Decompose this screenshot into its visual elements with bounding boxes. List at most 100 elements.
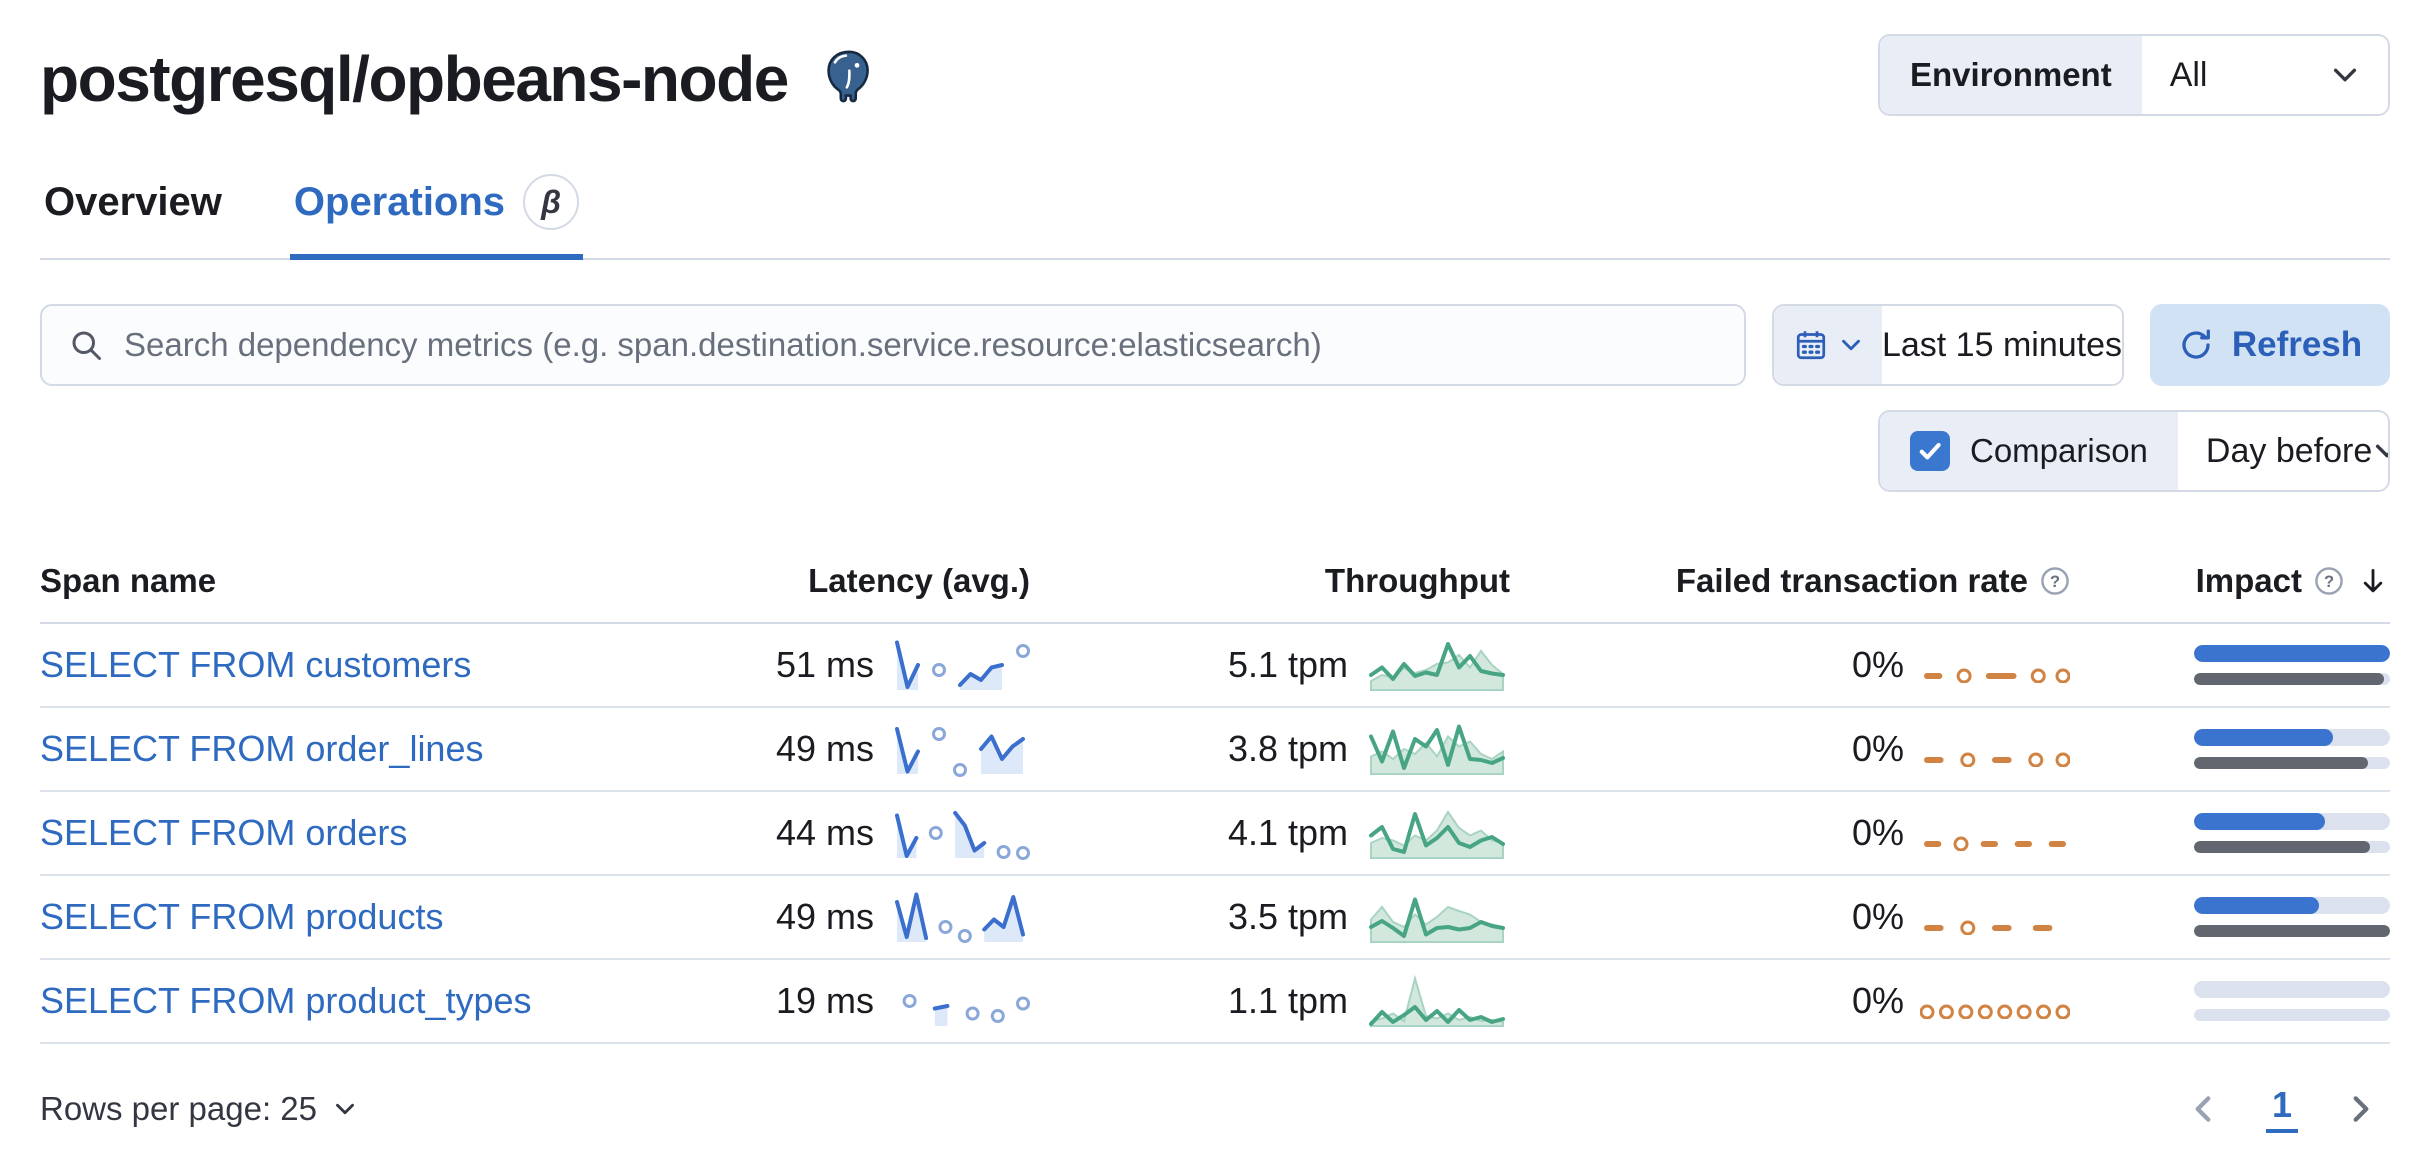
comparison-select[interactable]: Day before bbox=[2177, 412, 2388, 490]
failed-rate-sparkline bbox=[1920, 731, 2070, 767]
latency-sparkline bbox=[890, 885, 1030, 949]
next-page-button[interactable] bbox=[2344, 1092, 2378, 1126]
rows-per-page[interactable]: Rows per page: 25 bbox=[40, 1090, 357, 1128]
impact-bar-previous bbox=[2194, 841, 2390, 853]
latency-value: 49 ms bbox=[775, 728, 874, 769]
impact-bar-current bbox=[2194, 981, 2390, 998]
check-icon bbox=[1919, 442, 1941, 460]
chevron-right-icon bbox=[2353, 1095, 2369, 1122]
latency-value: 51 ms bbox=[775, 644, 874, 685]
latency-value: 49 ms bbox=[775, 896, 874, 937]
chevron-down-icon bbox=[1842, 339, 1860, 351]
calendar-icon bbox=[1796, 331, 1826, 360]
title-wrap: postgresql/opbeans-node bbox=[40, 28, 880, 116]
failed-rate-sparkline bbox=[1920, 815, 2070, 851]
chevron-down-icon bbox=[2333, 68, 2357, 82]
impact-bar-previous bbox=[2194, 925, 2390, 937]
throughput-value: 5.1 tpm bbox=[1227, 644, 1348, 685]
throughput-sparkline bbox=[1364, 717, 1510, 781]
page-number[interactable]: 1 bbox=[2265, 1084, 2298, 1133]
col-failed-rate[interactable]: Failed transaction rate ? bbox=[1510, 562, 2070, 600]
latency-sparkline bbox=[890, 969, 1030, 1033]
refresh-label: Refresh bbox=[2231, 325, 2363, 364]
impact-bar-current bbox=[2194, 897, 2390, 914]
throughput-sparkline bbox=[1364, 885, 1510, 949]
search-box bbox=[40, 304, 1746, 386]
impact-bar-previous bbox=[2194, 673, 2390, 685]
prev-page-button[interactable] bbox=[2186, 1092, 2220, 1126]
comparison-row: Comparison Day before bbox=[40, 410, 2390, 492]
table-row: SELECT FROM orders 44 ms 4.1 tpm 0% bbox=[40, 792, 2390, 876]
chevron-down-icon bbox=[336, 1103, 354, 1114]
table-row: SELECT FROM product_types 19 ms 1.1 tpm … bbox=[40, 960, 2390, 1044]
col-span-name: Span name bbox=[40, 562, 217, 599]
throughput-sparkline bbox=[1364, 633, 1510, 697]
failed-rate-sparkline bbox=[1920, 647, 2070, 683]
throughput-value: 1.1 tpm bbox=[1227, 980, 1348, 1021]
impact-bars bbox=[2194, 729, 2390, 769]
failed-rate-value: 0% bbox=[1851, 812, 1904, 853]
impact-bar-previous bbox=[2194, 757, 2390, 769]
environment-select[interactable]: Environment All bbox=[1878, 34, 2390, 116]
failed-rate-value: 0% bbox=[1851, 728, 1904, 769]
search-input[interactable] bbox=[124, 326, 1718, 364]
tab-operations[interactable]: Operations β bbox=[289, 174, 584, 260]
time-range-picker[interactable]: Last 15 minutes bbox=[1772, 304, 2124, 386]
environment-label: Environment bbox=[1880, 36, 2142, 114]
comparison-label: Comparison bbox=[1970, 432, 2148, 469]
header: postgresql/opbeans-node Environment All bbox=[40, 28, 2390, 116]
col-impact[interactable]: Impact ? bbox=[2070, 562, 2390, 600]
impact-bar-previous bbox=[2194, 1009, 2390, 1021]
impact-bar-current bbox=[2194, 729, 2390, 746]
time-range-value[interactable]: Last 15 minutes bbox=[1881, 306, 2122, 384]
chevron-left-icon bbox=[2195, 1095, 2211, 1122]
latency-sparkline bbox=[890, 717, 1030, 781]
table-row: SELECT FROM customers 51 ms 5.1 tpm 0% bbox=[40, 624, 2390, 708]
col-throughput[interactable]: Throughput bbox=[1324, 562, 1510, 599]
refresh-icon bbox=[2182, 329, 2210, 359]
failed-rate-value: 0% bbox=[1851, 980, 1904, 1021]
throughput-value: 3.8 tpm bbox=[1227, 728, 1348, 769]
failed-rate-value: 0% bbox=[1851, 896, 1904, 937]
impact-bars bbox=[2194, 897, 2390, 937]
table-row: SELECT FROM order_lines 49 ms 3.8 tpm 0% bbox=[40, 708, 2390, 792]
span-name-link[interactable]: SELECT FROM product_types bbox=[40, 980, 532, 1021]
comparison-selected: Day before bbox=[2205, 431, 2373, 470]
col-latency[interactable]: Latency (avg.) bbox=[808, 562, 1030, 599]
impact-bars bbox=[2194, 813, 2390, 853]
throughput-value: 3.5 tpm bbox=[1227, 896, 1348, 937]
span-name-link[interactable]: SELECT FROM products bbox=[40, 896, 444, 937]
page-title: postgresql/opbeans-node bbox=[40, 43, 789, 115]
question-icon: ? bbox=[2315, 567, 2343, 595]
comparison-checkbox[interactable] bbox=[1910, 431, 1950, 471]
span-name-link[interactable]: SELECT FROM orders bbox=[40, 812, 408, 853]
latency-sparkline bbox=[890, 633, 1030, 697]
throughput-sparkline bbox=[1364, 969, 1510, 1033]
impact-bar-current bbox=[2194, 813, 2390, 830]
operations-table: Span name Latency (avg.) Throughput Fail… bbox=[40, 562, 2390, 1044]
beta-badge: β bbox=[523, 174, 580, 230]
tab-overview[interactable]: Overview bbox=[40, 174, 226, 260]
span-name-link[interactable]: SELECT FROM order_lines bbox=[40, 728, 484, 769]
latency-sparkline bbox=[890, 801, 1030, 865]
svg-text:?: ? bbox=[2324, 573, 2334, 591]
svg-text:?: ? bbox=[2050, 573, 2060, 591]
calendar-toggle[interactable] bbox=[1774, 306, 1882, 384]
span-name-link[interactable]: SELECT FROM customers bbox=[40, 644, 472, 685]
chevron-down-icon bbox=[2376, 444, 2388, 458]
latency-value: 44 ms bbox=[775, 812, 874, 853]
postgresql-elephant-icon bbox=[818, 46, 880, 113]
throughput-sparkline bbox=[1364, 801, 1510, 865]
question-icon: ? bbox=[2041, 567, 2069, 595]
environment-value[interactable]: All bbox=[2141, 36, 2388, 114]
table-footer: Rows per page: 25 1 bbox=[40, 1084, 2390, 1153]
impact-bars bbox=[2194, 645, 2390, 685]
tab-operations-label: Operations bbox=[293, 179, 506, 224]
throughput-value: 4.1 tpm bbox=[1227, 812, 1348, 853]
table-row: SELECT FROM products 49 ms 3.5 tpm 0% bbox=[40, 876, 2390, 960]
comparison-prepend: Comparison bbox=[1880, 412, 2178, 490]
tab-overview-label: Overview bbox=[44, 179, 222, 224]
refresh-button[interactable]: Refresh bbox=[2150, 304, 2390, 386]
failed-rate-sparkline bbox=[1920, 983, 2070, 1019]
